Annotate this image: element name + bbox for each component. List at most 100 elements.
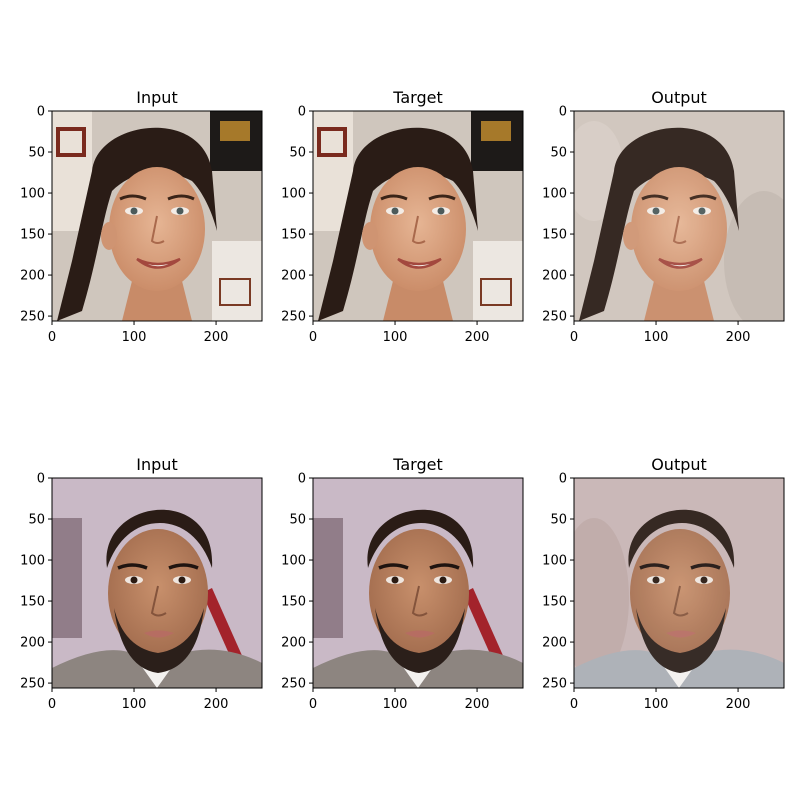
y-tick-label: 0 bbox=[559, 105, 567, 120]
lips bbox=[405, 630, 435, 638]
iris bbox=[437, 207, 445, 215]
smile bbox=[136, 257, 181, 269]
background-figure bbox=[313, 518, 343, 638]
panel-image bbox=[313, 111, 523, 321]
x-tick-label: 0 bbox=[309, 697, 317, 712]
iris bbox=[439, 576, 447, 584]
panel-image bbox=[52, 478, 262, 688]
x-tick-label: 200 bbox=[726, 330, 751, 345]
x-tick-label: 0 bbox=[570, 697, 578, 712]
panel-title: Input bbox=[136, 455, 177, 474]
generated-softening bbox=[574, 111, 784, 321]
panel-image bbox=[313, 478, 523, 688]
y-tick-label: 150 bbox=[542, 595, 567, 610]
axes-frame bbox=[573, 110, 785, 322]
axes-frame bbox=[312, 477, 524, 689]
ear bbox=[101, 222, 117, 250]
iris bbox=[700, 576, 708, 584]
y-tick-label: 150 bbox=[542, 228, 567, 243]
nose bbox=[672, 215, 687, 244]
iris bbox=[652, 207, 660, 215]
axes-frame bbox=[312, 110, 524, 322]
y-tick-label: 250 bbox=[20, 677, 45, 692]
sign-lettering bbox=[220, 121, 250, 141]
y-tick-label: 100 bbox=[542, 187, 567, 202]
panel-title: Target bbox=[392, 88, 443, 107]
y-tick-label: 100 bbox=[542, 554, 567, 569]
iris bbox=[130, 207, 138, 215]
y-tick-label: 100 bbox=[20, 554, 45, 569]
face bbox=[109, 167, 205, 291]
axes-frame bbox=[573, 477, 785, 689]
smile bbox=[397, 257, 442, 269]
eyebrow bbox=[119, 194, 147, 201]
eyebrow bbox=[378, 563, 409, 570]
panel-output-1: Output 0 100 200 0 50 100 150 200 250 bbox=[542, 88, 785, 345]
y-tick-label: 150 bbox=[281, 228, 306, 243]
y-tick-label: 100 bbox=[281, 554, 306, 569]
y-tick-label: 0 bbox=[37, 472, 45, 487]
y-tick-label: 150 bbox=[20, 595, 45, 610]
x-tick-label: 100 bbox=[644, 697, 669, 712]
hair bbox=[57, 127, 217, 321]
x-tick-label: 100 bbox=[122, 330, 147, 345]
axes-frame bbox=[51, 477, 263, 689]
hair bbox=[318, 127, 478, 321]
x-tick-label: 0 bbox=[570, 330, 578, 345]
panel-title: Output bbox=[651, 455, 707, 474]
beard bbox=[375, 608, 465, 673]
panel-target-1: Target 0 100 200 0 50 100 150 200 250 bbox=[281, 88, 524, 345]
x-tick-label: 100 bbox=[644, 330, 669, 345]
panel-title: Output bbox=[651, 88, 707, 107]
blurred-background bbox=[724, 191, 784, 321]
ear bbox=[362, 222, 378, 250]
y-tick-label: 250 bbox=[542, 310, 567, 325]
panel-image bbox=[574, 111, 784, 321]
y-tick-label: 100 bbox=[281, 187, 306, 202]
face bbox=[630, 529, 730, 657]
iris bbox=[391, 576, 399, 584]
iris bbox=[178, 576, 186, 584]
eyebrow bbox=[167, 194, 195, 201]
y-tick-label: 200 bbox=[20, 636, 45, 651]
iris bbox=[130, 576, 138, 584]
eyebrow bbox=[641, 194, 669, 201]
ear bbox=[623, 222, 639, 250]
axes-frame bbox=[51, 110, 263, 322]
y-tick-label: 200 bbox=[542, 269, 567, 284]
y-tick-label: 150 bbox=[281, 595, 306, 610]
y-tick-label: 50 bbox=[28, 146, 45, 161]
x-tick-label: 100 bbox=[383, 697, 408, 712]
iris bbox=[698, 207, 706, 215]
x-tick-label: 0 bbox=[48, 697, 56, 712]
hair bbox=[579, 127, 739, 321]
y-tick-label: 200 bbox=[20, 269, 45, 284]
nose bbox=[150, 215, 165, 244]
background-figure bbox=[52, 518, 82, 638]
y-tick-label: 100 bbox=[20, 187, 45, 202]
y-tick-label: 50 bbox=[550, 146, 567, 161]
panel-title: Input bbox=[136, 88, 177, 107]
neck bbox=[644, 281, 714, 321]
y-tick-label: 50 bbox=[289, 146, 306, 161]
panel-title: Target bbox=[392, 455, 443, 474]
smile bbox=[658, 257, 703, 269]
hair bbox=[628, 509, 735, 568]
hair bbox=[106, 509, 213, 568]
face bbox=[108, 529, 208, 657]
poster-logo bbox=[317, 127, 347, 157]
x-tick-label: 200 bbox=[465, 697, 490, 712]
y-tick-label: 200 bbox=[281, 269, 306, 284]
panel-image bbox=[52, 111, 262, 321]
eyebrow bbox=[168, 563, 199, 570]
eyebrow bbox=[689, 194, 717, 201]
hair bbox=[367, 509, 474, 568]
y-tick-label: 0 bbox=[559, 472, 567, 487]
neck bbox=[383, 281, 453, 321]
x-tick-label: 200 bbox=[204, 697, 229, 712]
nose bbox=[411, 215, 426, 244]
y-tick-label: 50 bbox=[289, 513, 306, 528]
eyebrow bbox=[428, 194, 456, 201]
poster-drawing bbox=[480, 278, 512, 306]
iris bbox=[391, 207, 399, 215]
